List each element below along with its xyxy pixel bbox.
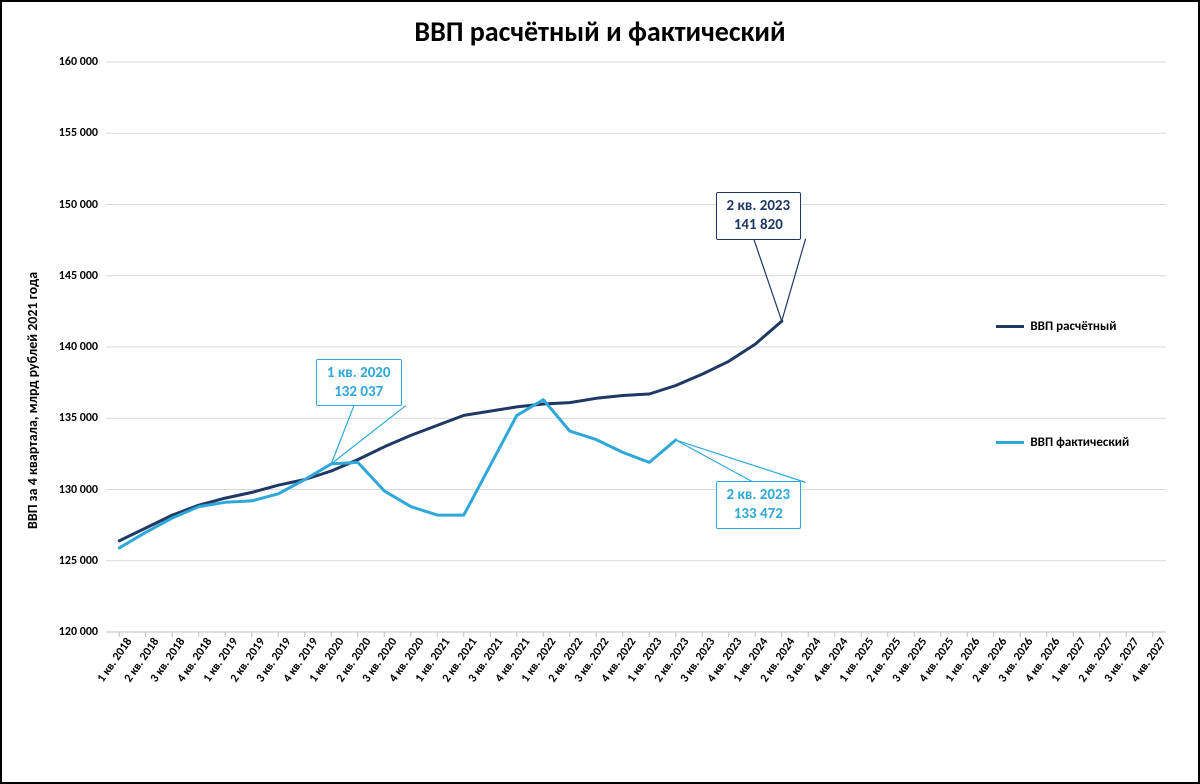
- y-tick-label: 155 000: [59, 126, 106, 140]
- y-tick-label: 135 000: [59, 411, 106, 425]
- chart-title: ВВП расчётный и фактический: [2, 14, 1198, 49]
- annotation-fact-q2-2023: 2 кв. 2023133 472: [716, 481, 802, 529]
- y-tick-label: 140 000: [59, 340, 106, 354]
- y-tick-label: 145 000: [59, 269, 106, 283]
- plot-svg: [106, 62, 1166, 632]
- legend-item-calculated: ВВП расчётный: [996, 319, 1116, 334]
- y-tick-label: 150 000: [59, 198, 106, 212]
- legend-label: ВВП расчётный: [1030, 319, 1116, 334]
- legend-label: ВВП фактический: [1030, 435, 1129, 450]
- annotation-line: 141 820: [727, 216, 791, 235]
- series-calculated: [119, 321, 782, 541]
- annotation-line: 133 472: [727, 505, 791, 524]
- legend-swatch: [996, 441, 1024, 444]
- y-tick-label: 130 000: [59, 483, 106, 497]
- annotation-line: 2 кв. 2023: [727, 486, 791, 505]
- annotation-calc-q2-2023: 2 кв. 2023141 820: [716, 192, 802, 240]
- legend-swatch: [996, 325, 1024, 328]
- y-tick-label: 160 000: [59, 55, 106, 69]
- annotation-line: 2 кв. 2023: [727, 197, 791, 216]
- chart-frame: ВВП расчётный и фактический ВВП за 4 ква…: [0, 0, 1200, 784]
- annotation-fact-q1-2020: 1 кв. 2020132 037: [316, 359, 402, 407]
- legend-item-actual: ВВП фактический: [996, 435, 1129, 450]
- annotation-line: 1 кв. 2020: [327, 364, 391, 383]
- y-tick-label: 125 000: [59, 554, 106, 568]
- y-tick-label: 120 000: [59, 625, 106, 639]
- plot-area: 120 000125 000130 000135 000140 000145 0…: [106, 62, 1166, 632]
- series-actual: [119, 400, 676, 548]
- y-axis-label: ВВП за 4 квартала, млрд рублей 2021 года: [24, 272, 41, 529]
- annotation-line: 132 037: [327, 383, 391, 402]
